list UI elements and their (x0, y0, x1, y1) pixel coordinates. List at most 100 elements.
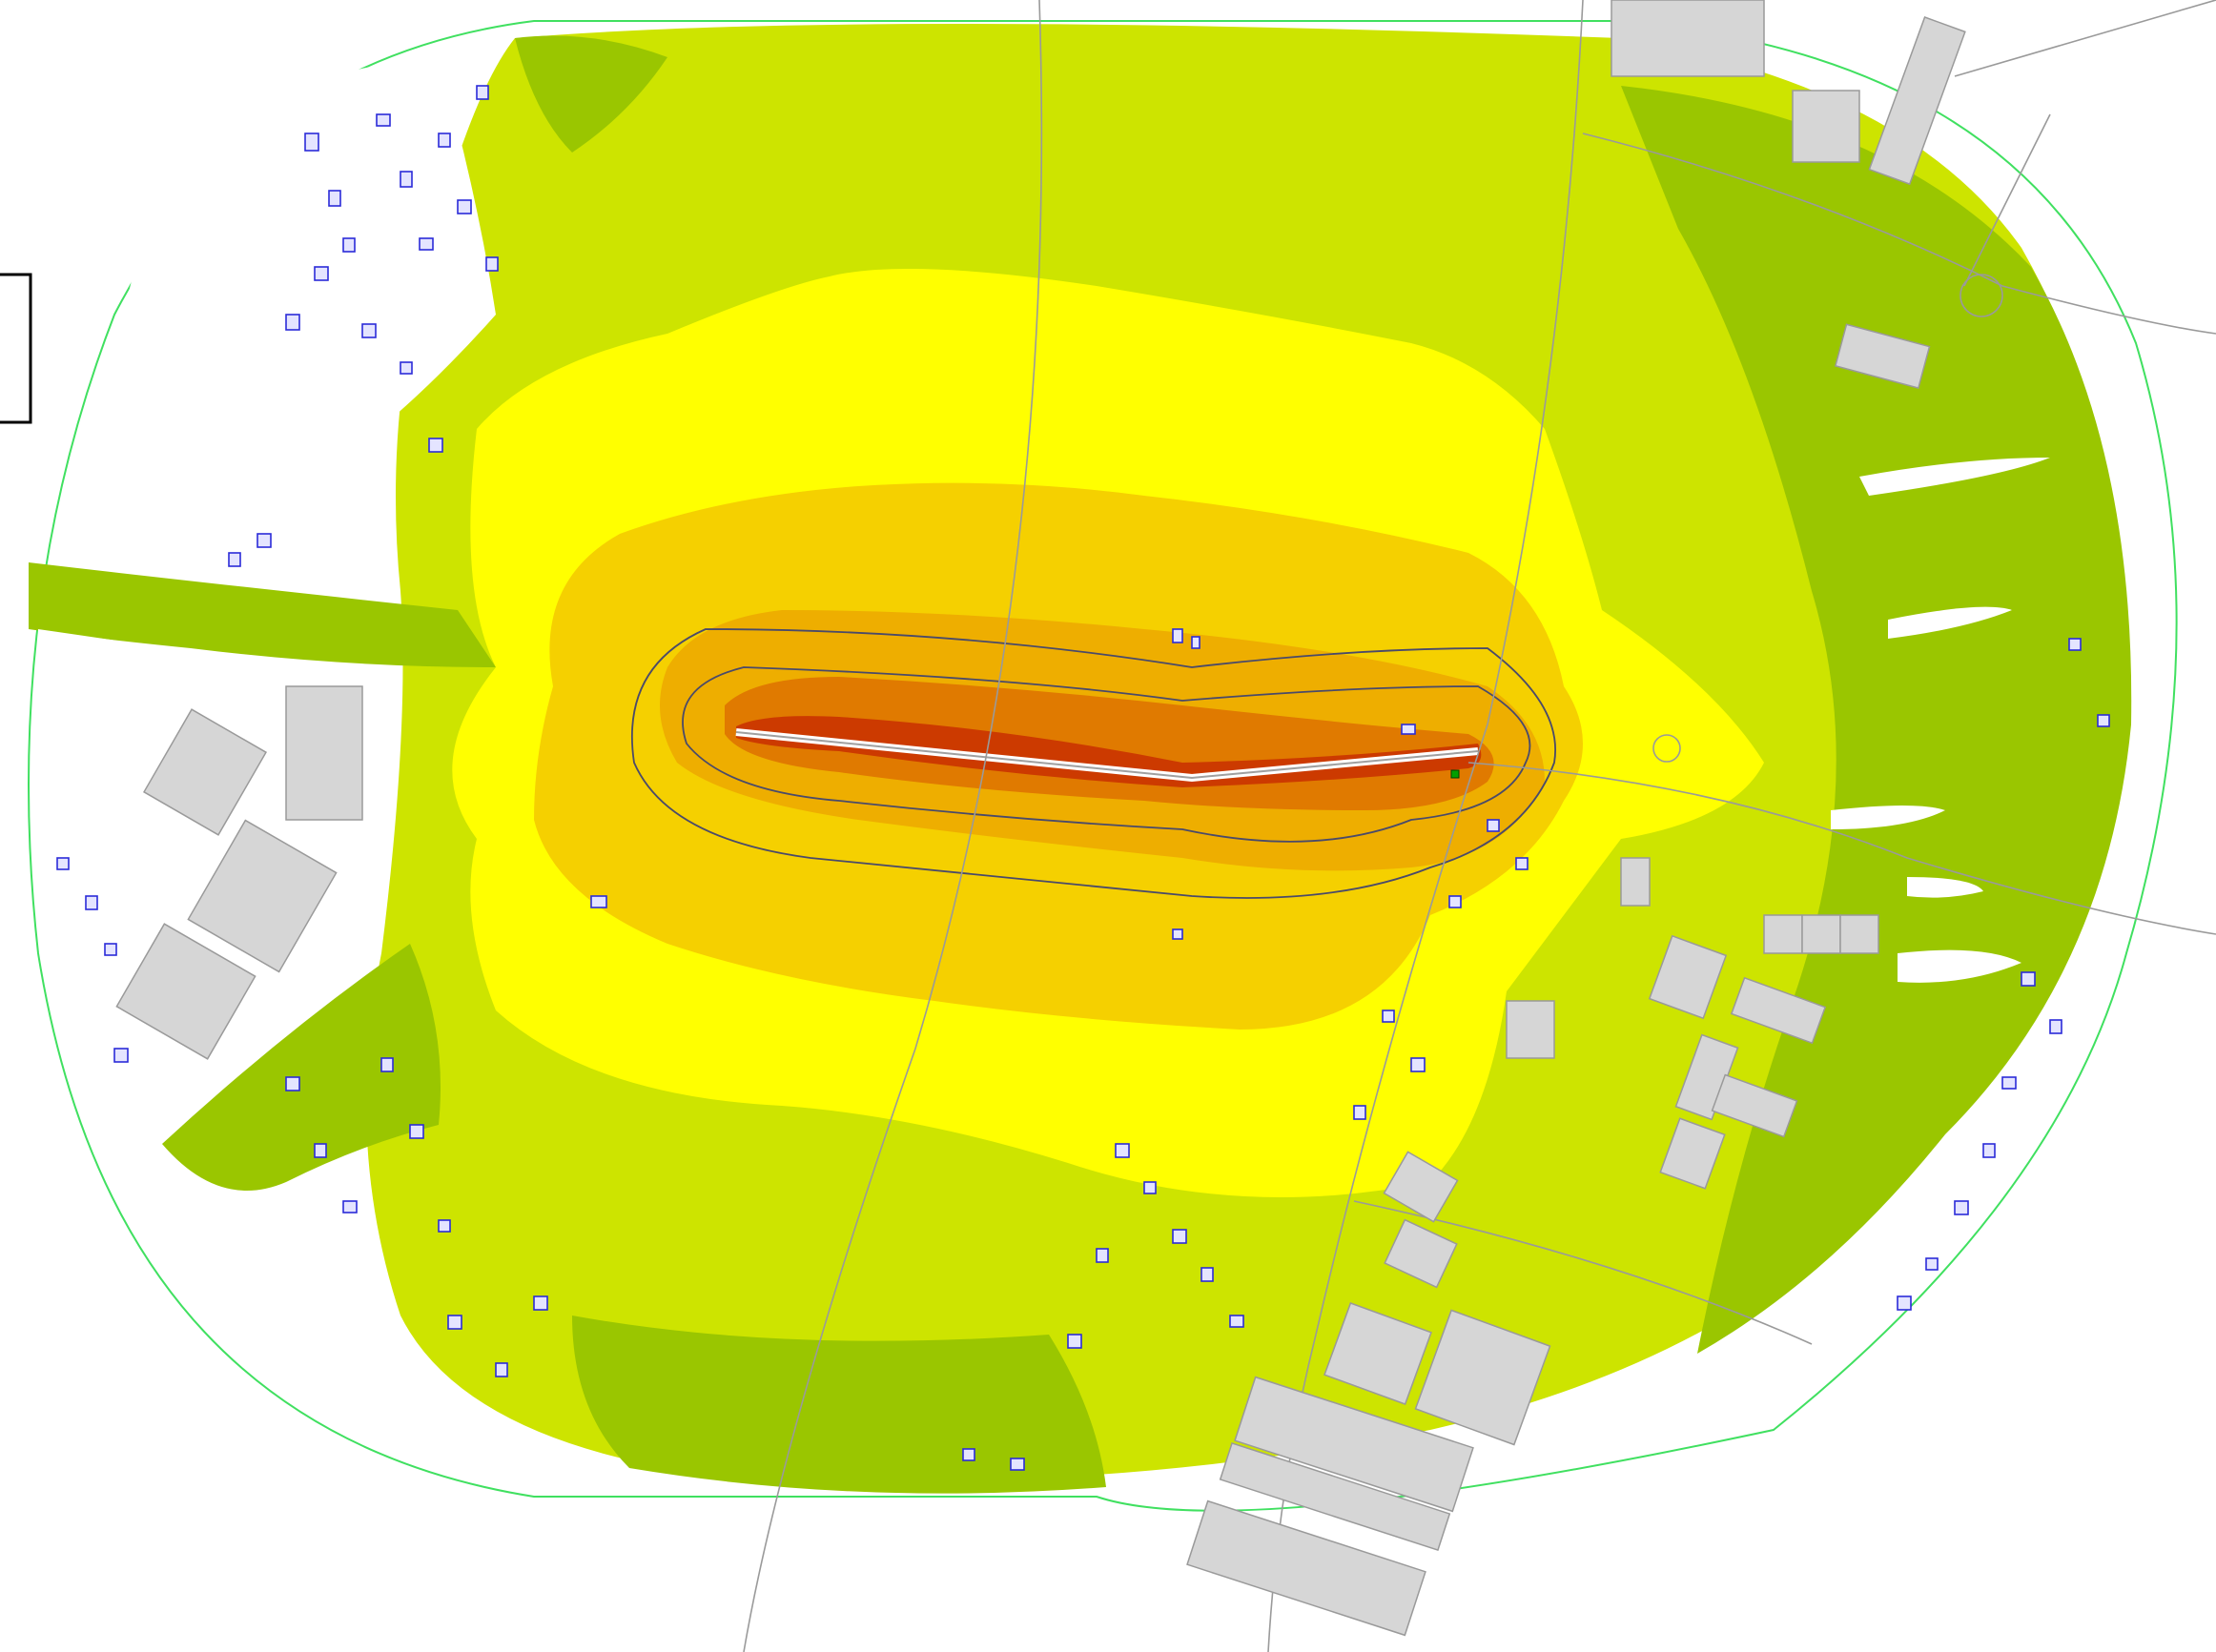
contour-line-outer (630, 628, 1556, 899)
residential-building (2068, 638, 2082, 651)
quiet-zone-east-2 (1888, 606, 2012, 639)
road-northeast (1954, 0, 2216, 77)
residential-building (342, 1200, 358, 1214)
residential-building (228, 552, 241, 567)
industrial-building (1620, 857, 1651, 907)
residential-building (533, 1295, 548, 1311)
industrial-building (115, 923, 256, 1060)
residential-building (590, 895, 607, 908)
quiet-zone-east-5 (1898, 949, 2021, 983)
residential-building (1410, 1057, 1426, 1072)
industrial-building (1648, 934, 1728, 1020)
residential-buildings-southwest (56, 857, 548, 1377)
residential-building (1200, 1267, 1214, 1282)
residential-building (113, 1048, 129, 1063)
residential-building (1515, 857, 1529, 870)
residential-building (1172, 628, 1183, 643)
residential-building (104, 943, 117, 956)
residential-building (457, 199, 472, 214)
industrial-building (1792, 90, 1860, 163)
residential-building (314, 266, 329, 281)
residential-building (1172, 1229, 1187, 1244)
roundabout-east (1960, 274, 2003, 317)
residential-building (328, 190, 341, 207)
industrial-building (1186, 1499, 1426, 1637)
industrial-building (1323, 1302, 1432, 1405)
residential-building (1096, 1248, 1109, 1263)
residential-building (2049, 1019, 2062, 1034)
runway-centerline (735, 731, 1479, 780)
residential-building (85, 895, 98, 910)
residential-building (400, 171, 413, 188)
noise-zone-level-1-east (1621, 86, 2132, 1354)
residential-building (1925, 1257, 1939, 1271)
industrial-building (1234, 1376, 1474, 1513)
residential-building (1954, 1200, 1969, 1215)
quiet-zone-east-3 (1831, 806, 1945, 829)
residential-buildings-south (962, 1010, 1426, 1471)
industrial-building (1506, 1000, 1555, 1059)
contour-line-inner (682, 666, 1531, 843)
noise-zone-level-1-north (515, 35, 667, 153)
residential-building (438, 133, 451, 148)
industrial-building (1219, 1441, 1451, 1552)
quiet-zone-east-1 (1859, 458, 2050, 496)
residential-building (1382, 1010, 1395, 1023)
road-north-south-1 (743, 0, 1043, 1652)
road-east-west-1 (1467, 762, 2216, 935)
residential-building (400, 361, 413, 375)
residential-buildings-east (1897, 638, 2110, 1311)
industrial-building (1763, 914, 1803, 954)
industrial-building (1868, 16, 1966, 186)
quiet-zone-northwest (114, 57, 496, 458)
runway-marker (1450, 769, 1460, 779)
residential-building (2097, 714, 2110, 727)
residential-building (314, 1143, 327, 1158)
residential-building (1448, 895, 1462, 908)
residential-building (1172, 928, 1183, 940)
quiet-zone-east-4 (1907, 877, 1983, 898)
legend-frame (0, 273, 32, 424)
residential-building (419, 237, 434, 251)
industrial-building (1834, 323, 1931, 390)
residential-building (1115, 1143, 1130, 1158)
noise-zone-level-1-southwest (162, 944, 441, 1191)
residential-building (1897, 1295, 1912, 1311)
residential-building (361, 323, 377, 338)
residential-building (1982, 1143, 1996, 1158)
residential-building (285, 314, 300, 331)
industrial-building (285, 685, 363, 821)
road-east-diagonal (1963, 113, 2051, 287)
residential-building (1401, 724, 1416, 735)
residential-building (485, 256, 499, 272)
noise-zone-level-1-west (29, 562, 496, 667)
residential-building (409, 1124, 424, 1139)
industrial-building (1383, 1151, 1459, 1223)
residential-building (2021, 971, 2036, 987)
residential-building (2001, 1076, 2017, 1090)
residential-building (1229, 1315, 1244, 1328)
residential-building (962, 1448, 975, 1461)
residential-building (342, 237, 356, 253)
residential-building (256, 533, 272, 548)
residential-buildings-northwest (228, 85, 499, 567)
industrial-building (1611, 0, 1765, 77)
industrial-building (143, 708, 267, 836)
industrial-building (1711, 1073, 1798, 1138)
industrial-buildings (115, 0, 1966, 1637)
residential-building (304, 133, 319, 152)
residential-building (476, 85, 489, 100)
industrial-building (187, 819, 338, 973)
roundabout-center (1652, 734, 1681, 763)
residential-buildings-near-runway (590, 628, 1529, 940)
residential-building (1143, 1181, 1157, 1194)
residential-building (1487, 819, 1500, 832)
industrial-building (1414, 1309, 1551, 1446)
residential-building (1067, 1334, 1082, 1349)
residential-building (495, 1362, 508, 1377)
residential-building (285, 1076, 300, 1091)
residential-building (376, 113, 391, 127)
residential-building (447, 1315, 462, 1330)
study-area-boundary (28, 20, 2178, 1512)
